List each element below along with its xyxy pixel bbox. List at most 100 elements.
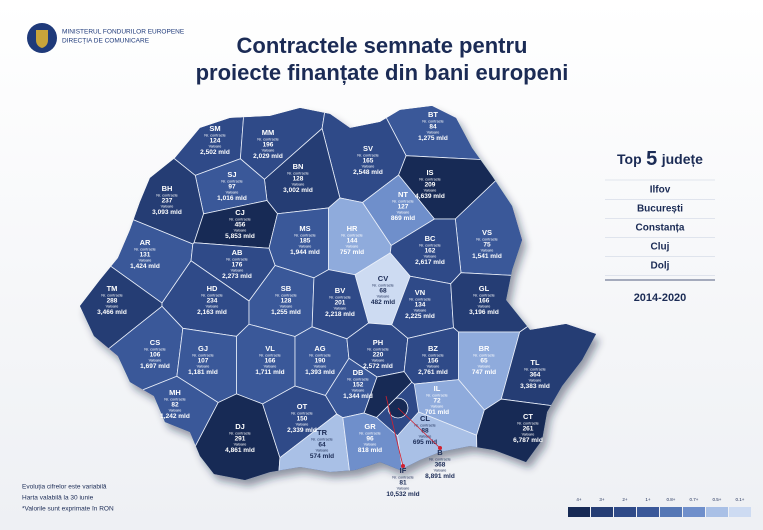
ministry: MINISTERUL FONDURILOR EUROPENE xyxy=(62,29,185,36)
value: 2,572 mld xyxy=(363,363,393,370)
county-code: BR xyxy=(479,344,490,353)
value-label: Valoare xyxy=(280,305,293,309)
county-code: BV xyxy=(335,286,345,295)
contracts: 165 xyxy=(363,158,374,165)
contracts: 152 xyxy=(353,382,364,389)
leader-dot xyxy=(438,446,442,450)
value-label: Valoare xyxy=(478,365,491,369)
contracts: 134 xyxy=(415,302,426,309)
contracts-label: Nr. contracte xyxy=(294,234,316,238)
contracts: 196 xyxy=(263,142,274,149)
contracts: 166 xyxy=(265,358,276,365)
county-area xyxy=(500,262,596,418)
county-code: SV xyxy=(363,144,373,153)
county-code: VN xyxy=(415,288,425,297)
value-label: Valoare xyxy=(427,365,440,369)
contracts-label: Nr. contracte xyxy=(275,294,297,298)
value: 2,218 mld xyxy=(325,311,355,318)
contracts-label: Nr. contracte xyxy=(201,294,223,298)
contracts: 291 xyxy=(235,436,246,443)
contracts-label: Nr. contracte xyxy=(164,398,186,402)
value: 8,891 mld xyxy=(425,473,455,480)
contracts-label: Nr. contracte xyxy=(229,432,251,436)
period: 2014-2020 xyxy=(634,292,687,304)
value: 1,242 mld xyxy=(160,413,190,420)
contracts: 81 xyxy=(399,480,407,487)
value: 1,697 mld xyxy=(140,363,170,370)
contracts: 97 xyxy=(228,184,236,191)
value-label: Valoare xyxy=(206,305,219,309)
value-label: Valoare xyxy=(522,433,535,437)
contracts-label: Nr. contracte xyxy=(341,234,363,238)
county-code: CL xyxy=(420,414,430,423)
contracts-label: Nr. contracte xyxy=(257,138,279,142)
value: 3,466 mld xyxy=(97,309,127,316)
county-code: CT xyxy=(523,412,533,421)
contracts: 131 xyxy=(140,252,151,259)
county-code: MS xyxy=(299,224,310,233)
value-label: Valoare xyxy=(226,191,239,195)
contracts-label: Nr. contracte xyxy=(419,244,441,248)
contracts: 128 xyxy=(281,298,292,305)
value-label: Valoare xyxy=(169,409,182,413)
county-code: PH xyxy=(373,338,383,347)
legend-swatch xyxy=(614,507,636,517)
value-label: Valoare xyxy=(334,307,347,311)
value-label: Valoare xyxy=(427,131,440,135)
county-code: VL xyxy=(265,344,275,353)
value: 1,541 mld xyxy=(472,253,502,260)
contracts-label: Nr. contracte xyxy=(517,422,539,426)
county-code: SM xyxy=(209,124,220,133)
top-heading: Top 5 județe xyxy=(617,148,703,170)
county-code: CJ xyxy=(235,208,245,217)
contracts-label: Nr. contracte xyxy=(291,412,313,416)
value: 3,093 mld xyxy=(152,209,182,216)
top-item: Constanța xyxy=(636,223,685,234)
contracts: 64 xyxy=(318,442,326,449)
contracts: 150 xyxy=(297,416,308,423)
title-line: Contractele semnate pentru xyxy=(237,33,528,58)
legend-label: 4+ xyxy=(576,497,582,502)
contracts-label: Nr. contracte xyxy=(329,296,351,300)
value-label: Valoare xyxy=(431,405,444,409)
value-label: Valoare xyxy=(397,487,410,491)
contracts-label: Nr. contracte xyxy=(311,438,333,442)
value: 2,029 mld xyxy=(253,153,283,160)
value-label: Valoare xyxy=(299,245,312,249)
value-label: Valoare xyxy=(346,245,359,249)
legend-label: 0.7+ xyxy=(690,497,699,502)
county-code: NT xyxy=(398,190,408,199)
county-code: AR xyxy=(140,238,151,247)
top-item: București xyxy=(637,204,683,215)
contracts: 84 xyxy=(429,124,437,131)
value-label: Valoare xyxy=(262,149,275,153)
legend-swatch xyxy=(591,507,613,517)
contracts: 144 xyxy=(347,238,358,245)
county-code: B xyxy=(437,448,443,457)
contracts-label: Nr. contracte xyxy=(473,294,495,298)
contracts: 288 xyxy=(107,298,118,305)
county-code: TR xyxy=(317,428,328,437)
value-label: Valoare xyxy=(314,365,327,369)
contracts: 176 xyxy=(232,262,243,269)
contracts-label: Nr. contracte xyxy=(524,368,546,372)
contracts: 364 xyxy=(530,372,541,379)
value-label: Valoare xyxy=(424,255,437,259)
contracts-label: Nr. contracte xyxy=(347,378,369,382)
contracts: 456 xyxy=(235,222,246,229)
value-label: Valoare xyxy=(352,389,365,393)
